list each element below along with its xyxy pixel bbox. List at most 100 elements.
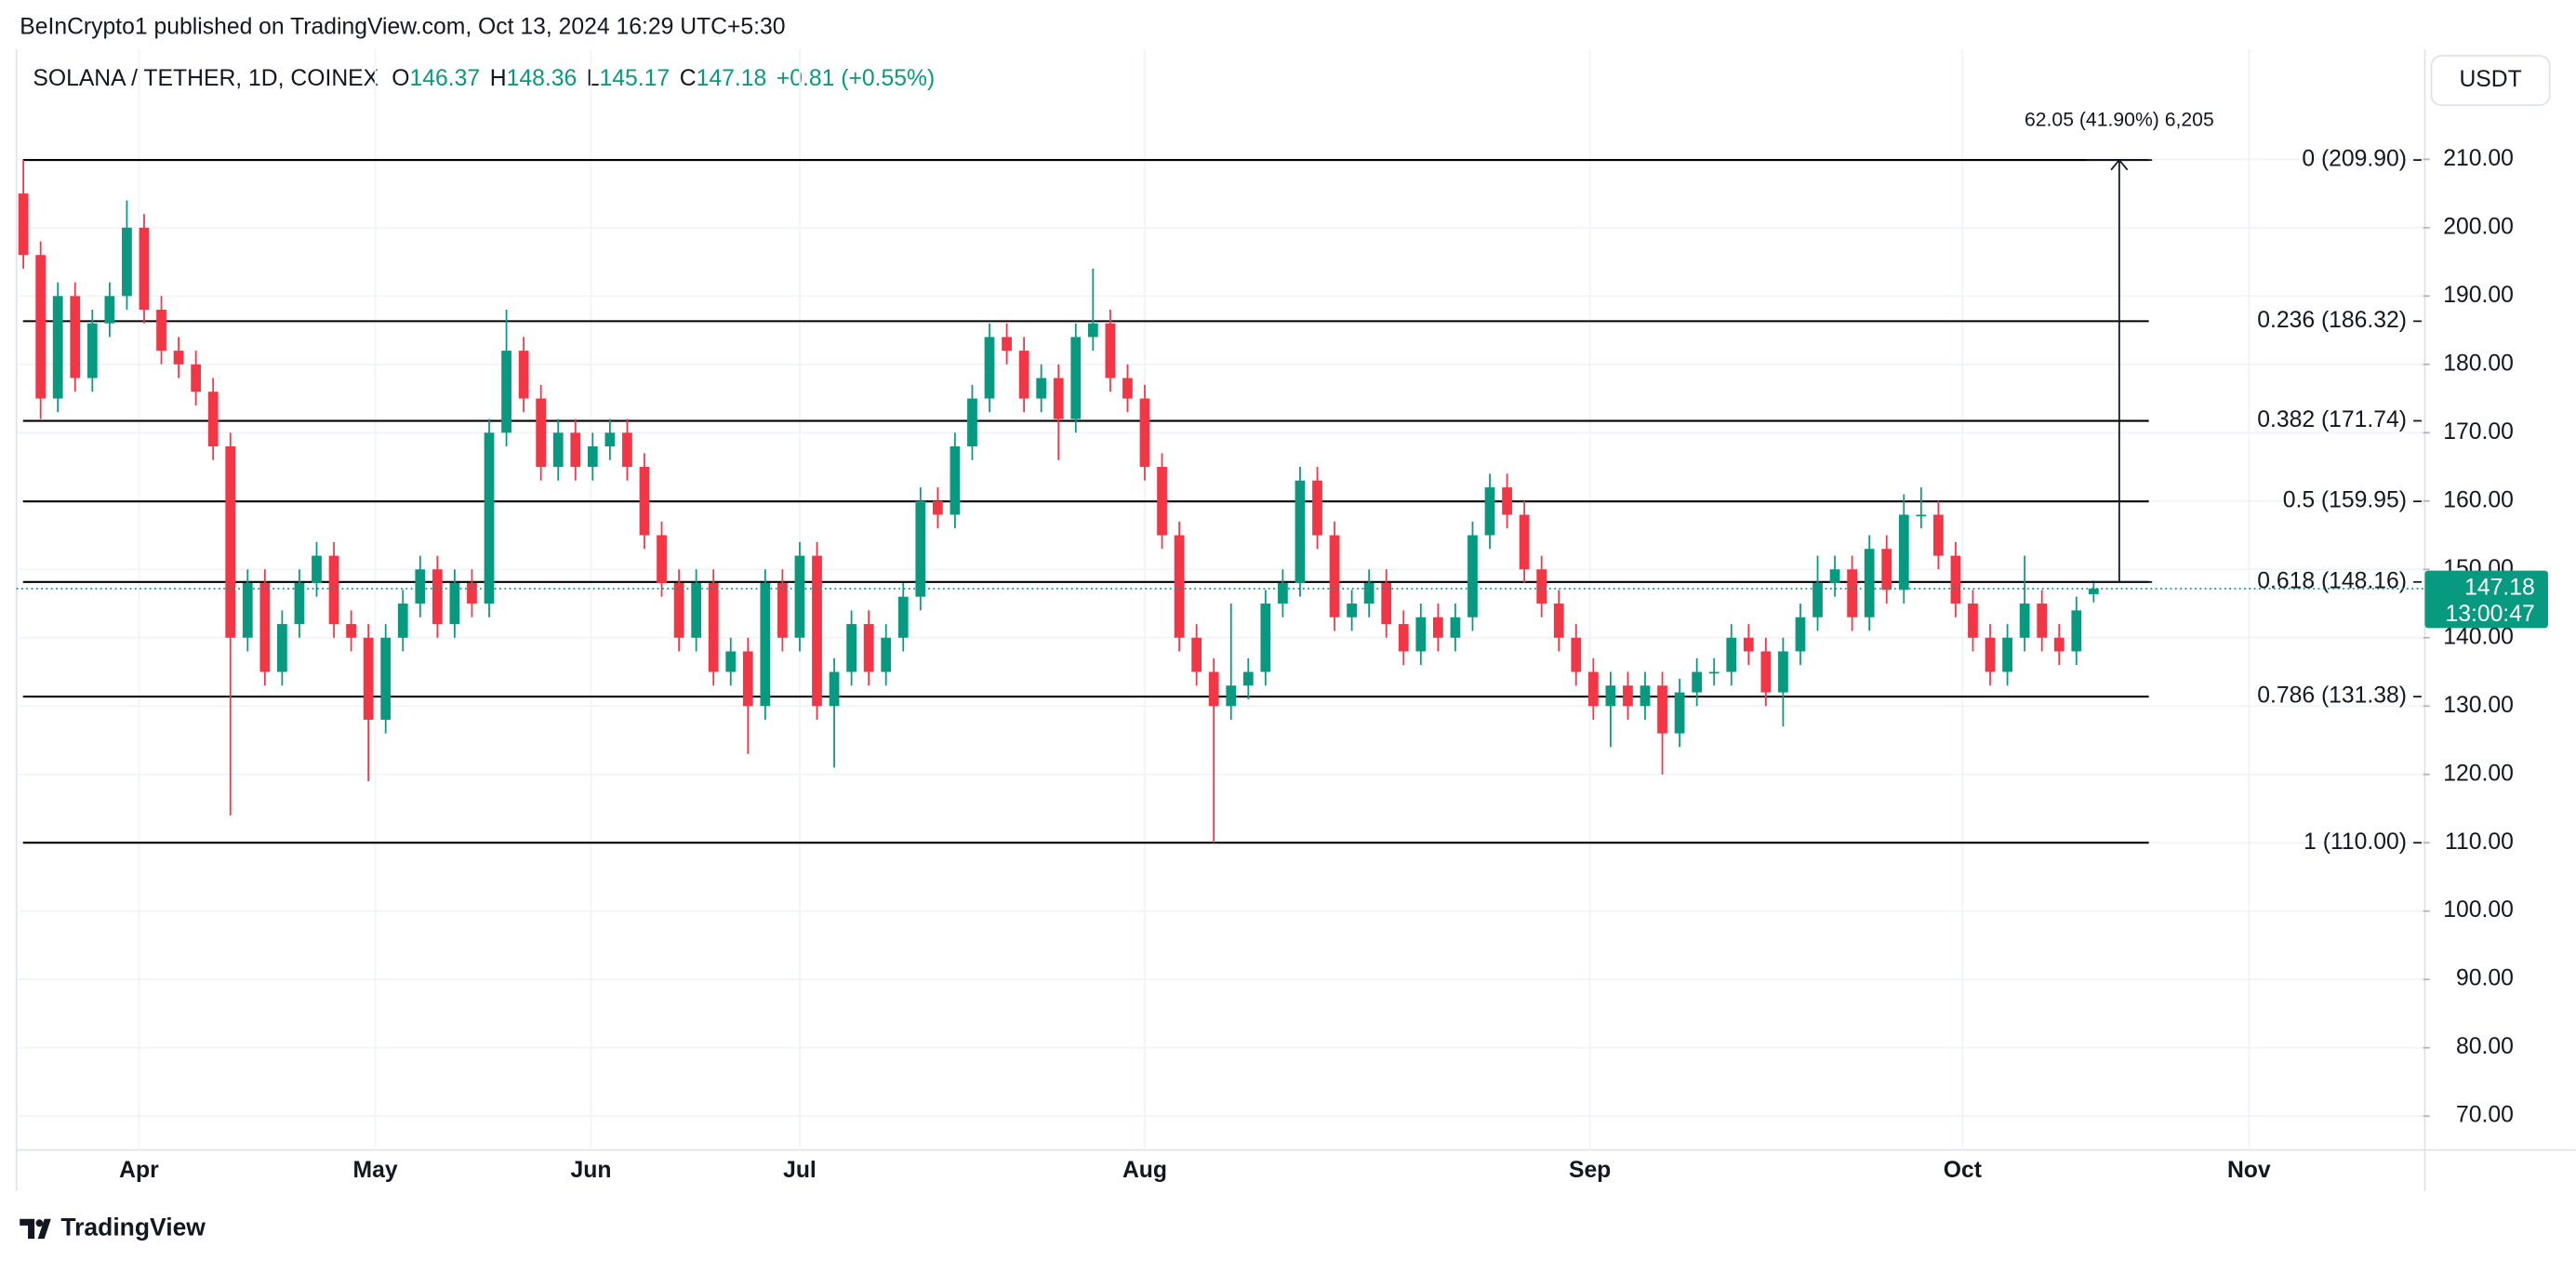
candle-body <box>1708 671 1720 674</box>
y-tick-label: 110.00 <box>2445 830 2514 855</box>
candle-body <box>812 555 822 707</box>
x-tick-label: Jul <box>783 1158 817 1183</box>
candle-body <box>35 255 46 399</box>
candle-body <box>259 582 271 672</box>
logo-text: TradingView <box>60 1213 206 1241</box>
candle-body <box>1226 685 1237 707</box>
candle-body <box>1778 651 1788 693</box>
candle-body <box>380 637 392 720</box>
candle-body <box>449 582 460 625</box>
candle-body <box>122 227 132 297</box>
candle-body <box>1795 617 1806 652</box>
candle-body <box>104 296 115 324</box>
candle-body <box>949 446 961 515</box>
candle-body <box>1605 685 1616 707</box>
candle-body <box>1932 514 1944 556</box>
x-tick-label: Sep <box>1569 1158 1611 1183</box>
candle-body <box>2037 604 2048 638</box>
ohlc-key: O <box>392 65 409 90</box>
candle-body <box>1623 685 1633 707</box>
candle-body <box>1519 514 1530 570</box>
candle-body <box>18 193 29 256</box>
ohlc-key: C <box>680 65 697 90</box>
candle-body <box>1105 323 1116 378</box>
last-price-box <box>2424 570 2548 629</box>
y-tick-label: 200.00 <box>2443 214 2514 239</box>
candle-body <box>967 398 977 447</box>
candle-body <box>570 432 581 468</box>
candle-body <box>1467 535 1478 617</box>
candle-body <box>1760 651 1772 693</box>
ohlc-key: L <box>587 65 600 90</box>
ohlc-value: 145.17 <box>600 65 671 90</box>
candle-body <box>604 432 616 447</box>
candle-body <box>1864 549 1875 617</box>
candle-body <box>1502 487 1512 515</box>
candle-body <box>1812 582 1823 617</box>
candle-body <box>1070 337 1082 419</box>
candle-body <box>312 555 322 583</box>
fib-level-label: 0.5 (159.95) <box>2283 488 2407 513</box>
x-tick-label: May <box>353 1158 398 1183</box>
x-tick-label: Apr <box>119 1158 159 1183</box>
candle-body <box>1278 582 1288 604</box>
y-tick-label: 80.00 <box>2456 1034 2514 1059</box>
candle-body <box>294 582 305 625</box>
candle-body <box>725 651 737 672</box>
candle-body <box>1536 569 1547 604</box>
candle-body <box>1347 604 1357 617</box>
candles <box>18 160 2099 843</box>
candle-body <box>1122 378 1133 399</box>
last-price-label: 147.18 <box>2464 576 2535 601</box>
candle-body <box>1157 467 1167 536</box>
y-tick-label: 170.00 <box>2443 419 2514 445</box>
candle-body <box>156 310 166 352</box>
candle-body <box>1191 637 1202 672</box>
measure-label: 62.05 (41.90%) 6,205 <box>2025 109 2214 130</box>
published-caption: BeInCrypto1 published on TradingView.com… <box>20 15 785 40</box>
candle-body <box>1312 480 1322 536</box>
measure-arrowhead <box>2110 158 2129 171</box>
currency-button-label[interactable]: USDT <box>2459 67 2521 92</box>
candle-body <box>1036 378 1047 399</box>
x-tick-label: Oct <box>1944 1158 1982 1183</box>
x-tick-label: Aug <box>1122 1158 1167 1183</box>
fib-level-label: 0.786 (131.38) <box>2257 684 2407 709</box>
candle-body <box>397 604 408 638</box>
candle-body <box>277 624 287 672</box>
candle-body <box>1450 617 1461 638</box>
candle-body <box>794 555 805 638</box>
x-tick-label: Jun <box>570 1158 611 1183</box>
candle-body <box>432 569 443 625</box>
symbol-header: SOLANA / TETHER, 1D, COINEX O146.37 H148.3… <box>33 65 935 90</box>
candle-body <box>1139 398 1150 468</box>
candle-body <box>328 555 339 625</box>
currency-button[interactable] <box>2430 55 2551 106</box>
bar-countdown: 13:00:47 <box>2446 602 2535 627</box>
candle-body <box>1381 582 1392 625</box>
candle-body <box>1916 514 1927 517</box>
candle-body <box>1002 337 1012 352</box>
candle-body <box>52 296 63 399</box>
candle-body <box>70 296 81 378</box>
candle-body <box>1174 535 1185 638</box>
candle-body <box>1484 487 1495 536</box>
candle-body <box>984 337 995 399</box>
candle-body <box>1432 617 1443 638</box>
logo <box>20 1218 51 1239</box>
ohlc-value: 147.18 <box>697 65 767 90</box>
candle-body <box>2071 610 2082 652</box>
change-value: +0.81 (+0.55%) <box>777 65 935 90</box>
ohlc-value: 148.36 <box>507 65 578 90</box>
y-tick-label: 100.00 <box>2443 897 2514 923</box>
candle-body <box>1587 671 1599 707</box>
candle-body <box>1415 617 1427 652</box>
candle-body <box>2088 589 2099 594</box>
ohlc-value: 146.37 <box>410 65 481 90</box>
candle-body <box>173 351 184 365</box>
logo-icon-dot <box>35 1219 44 1228</box>
candle-body <box>2053 637 2065 652</box>
candle-body <box>932 500 943 515</box>
y-tick-label: 190.00 <box>2443 283 2514 308</box>
